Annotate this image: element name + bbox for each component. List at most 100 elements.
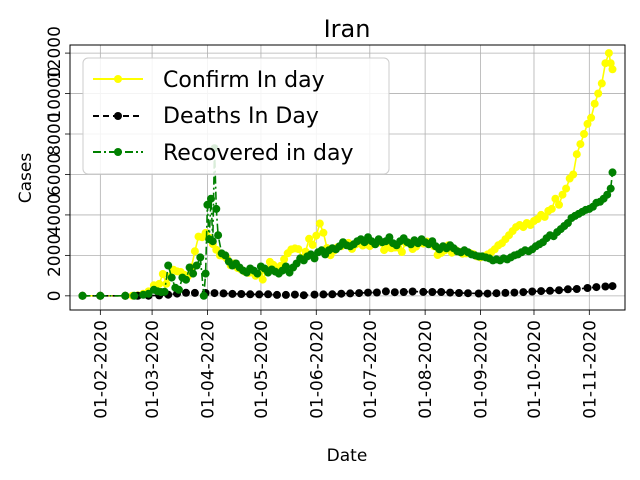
data-point	[328, 290, 337, 299]
data-point	[182, 275, 190, 284]
y-tick-label: 6000	[45, 153, 65, 196]
legend: Confirm In day Deaths In Day Recovered i…	[82, 57, 390, 175]
data-point	[312, 231, 321, 240]
y-tick-label: 12000	[45, 26, 65, 80]
data-point	[569, 170, 578, 179]
data-point	[483, 289, 492, 298]
data-point	[608, 168, 617, 177]
data-point	[590, 99, 599, 108]
data-point	[305, 234, 314, 243]
data-point	[510, 288, 519, 297]
y-tick-label: 10000	[45, 67, 65, 121]
data-point	[308, 240, 317, 249]
data-point	[372, 288, 381, 297]
data-point	[606, 59, 615, 68]
data-point	[281, 290, 290, 299]
data-point	[310, 290, 319, 299]
data-point	[160, 287, 169, 296]
data-point	[203, 200, 212, 209]
data-point	[207, 194, 215, 203]
data-point	[319, 290, 328, 299]
data-point	[572, 150, 581, 159]
data-point	[355, 289, 364, 298]
data-point	[385, 233, 394, 242]
data-point	[572, 285, 581, 293]
x-tick-label: 01-02-2020	[91, 320, 111, 419]
plot-frame	[69, 44, 626, 311]
data-point	[474, 289, 483, 298]
data-point	[130, 291, 139, 300]
data-point	[228, 289, 237, 298]
data-point	[364, 288, 372, 297]
data-point	[547, 204, 556, 213]
data-point	[255, 290, 264, 299]
data-point	[428, 288, 437, 296]
data-point	[246, 290, 255, 299]
data-point	[381, 287, 390, 296]
x-tick-label: 01-06-2020	[307, 320, 327, 419]
x-tick-label: 01-04-2020	[198, 320, 218, 419]
data-point	[337, 289, 346, 298]
legend-label-recovered: Recovered in day	[163, 141, 354, 166]
data-point	[319, 228, 328, 237]
data-point	[528, 287, 537, 296]
data-point	[603, 190, 612, 199]
y-tick-label: 8000	[45, 112, 65, 155]
legend-marker-deaths	[114, 112, 122, 120]
legend-marker-confirm	[114, 75, 122, 83]
data-point	[167, 273, 176, 282]
data-point	[446, 288, 455, 297]
data-point	[212, 204, 221, 213]
data-point	[273, 290, 281, 299]
data-point	[390, 288, 399, 297]
data-point	[558, 190, 567, 199]
y-tick-label: 4000	[45, 193, 65, 236]
x-tick-label: 01-08-2020	[416, 320, 436, 419]
x-tick-label: 01-03-2020	[143, 320, 163, 419]
data-point	[492, 289, 501, 298]
data-point	[199, 291, 208, 300]
data-point	[196, 253, 205, 262]
data-point	[437, 288, 446, 296]
data-point	[192, 261, 201, 270]
data-point	[540, 212, 549, 221]
data-point	[253, 269, 262, 278]
data-point	[294, 245, 303, 254]
data-point	[210, 289, 219, 298]
data-point	[219, 289, 228, 298]
data-point	[464, 289, 472, 298]
data-point	[563, 285, 572, 294]
x-axis-title: Date	[327, 446, 368, 466]
data-point	[214, 231, 223, 240]
data-point	[310, 254, 319, 263]
y-tick-label: 0	[45, 290, 65, 301]
data-point	[121, 291, 130, 300]
data-point	[597, 79, 606, 88]
data-point	[576, 140, 585, 149]
data-point	[78, 291, 87, 300]
data-point	[164, 261, 173, 270]
y-tick-label: 2000	[45, 234, 65, 277]
data-point	[397, 248, 406, 256]
data-point	[562, 184, 571, 193]
data-point	[264, 290, 273, 299]
series-2	[78, 144, 617, 300]
data-point	[601, 282, 610, 291]
data-point	[315, 219, 324, 228]
data-point	[185, 263, 194, 272]
data-point	[583, 119, 592, 128]
data-point	[280, 255, 289, 264]
data-point	[281, 262, 290, 271]
data-point	[580, 130, 588, 138]
data-point	[299, 291, 308, 300]
legend-box	[82, 57, 390, 175]
data-point	[158, 270, 167, 278]
x-tick-label: 01-10-2020	[525, 320, 545, 419]
x-tick-label: 01-07-2020	[361, 320, 381, 419]
data-point	[190, 288, 199, 297]
legend-label-confirm: Confirm In day	[163, 68, 325, 93]
data-point	[455, 289, 463, 297]
data-point	[290, 290, 299, 299]
data-point	[419, 287, 428, 296]
